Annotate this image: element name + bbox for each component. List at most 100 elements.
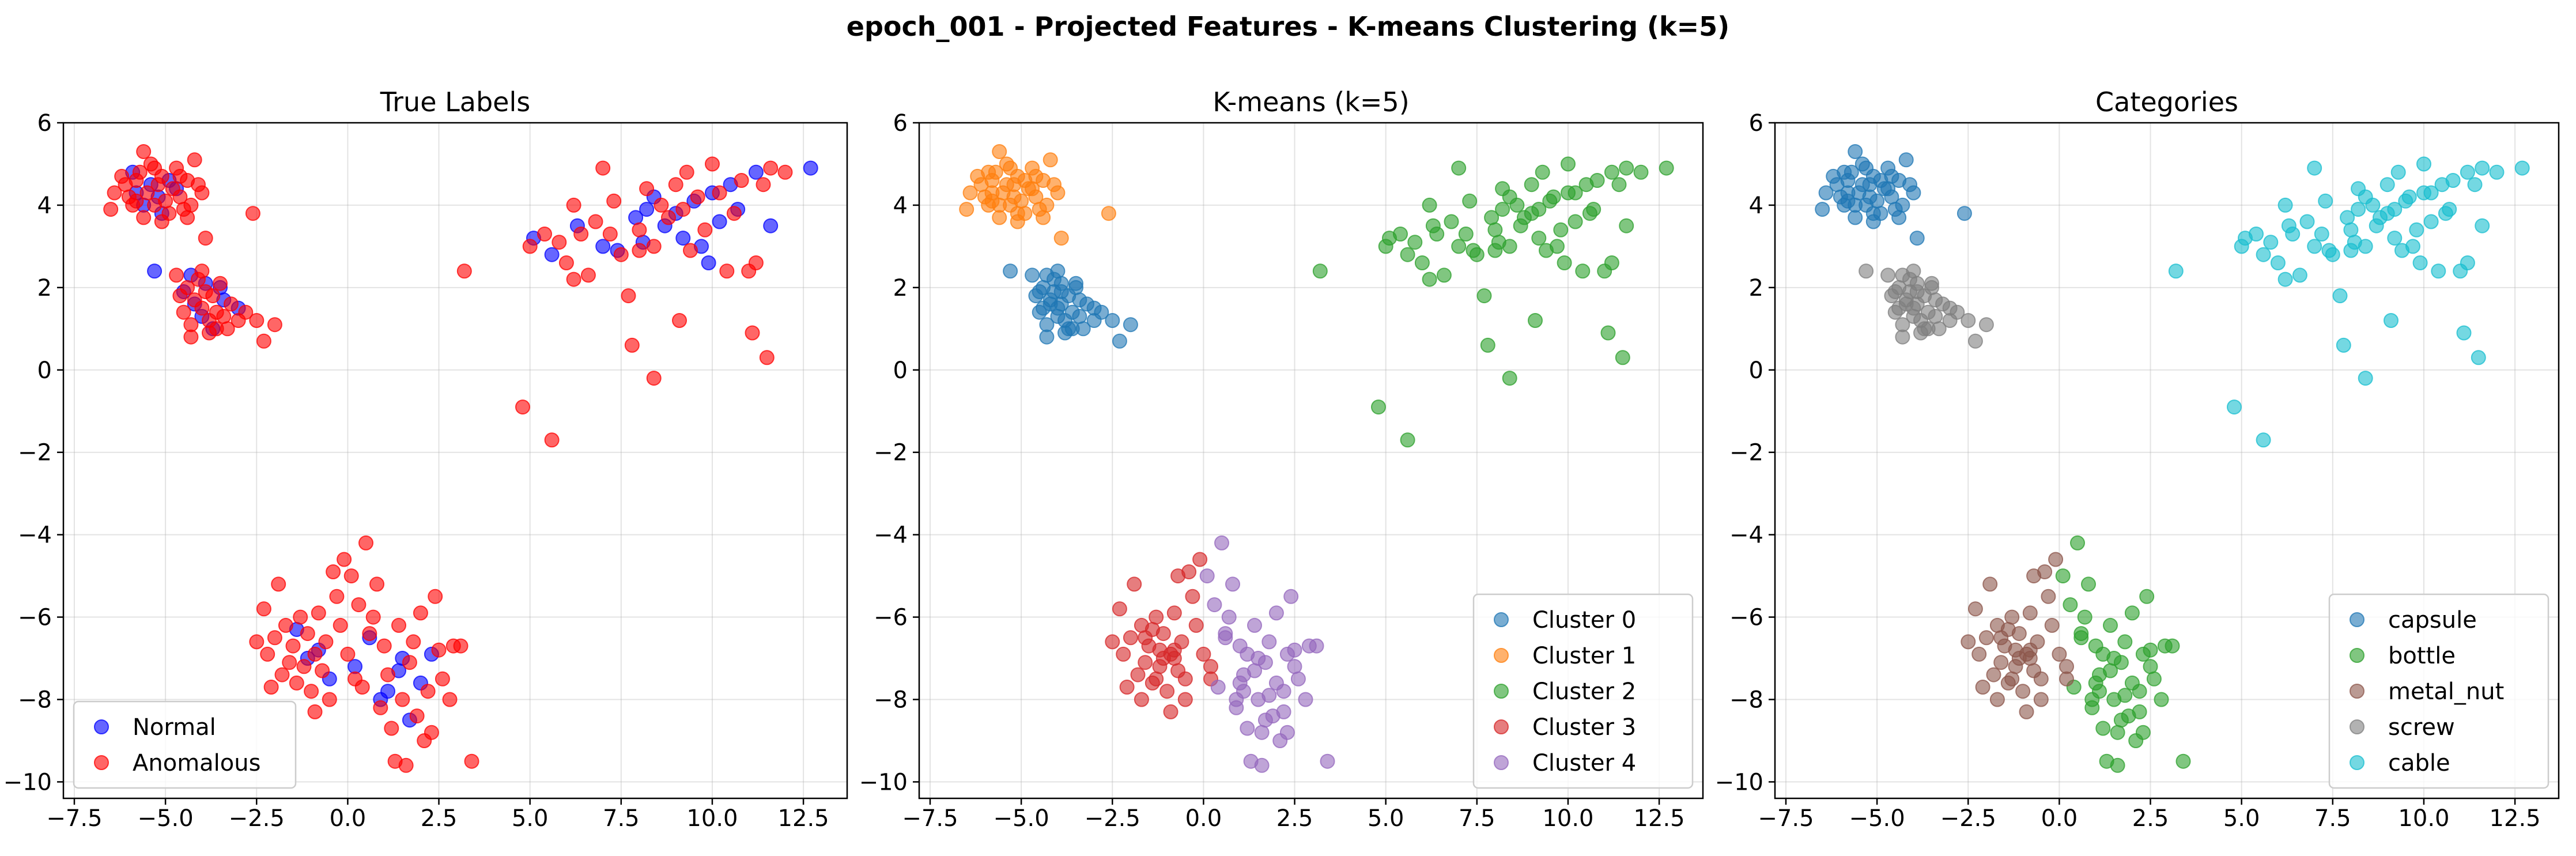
data-point: [1604, 164, 1619, 180]
data-point: [1196, 646, 1211, 662]
data-point: [2165, 638, 2180, 654]
data-point: [158, 193, 173, 209]
data-point: [962, 185, 978, 201]
data-point: [2471, 350, 2486, 365]
data-point: [2030, 634, 2045, 650]
data-point: [2460, 255, 2475, 270]
data-point: [2117, 634, 2133, 650]
data-point: [2423, 185, 2439, 201]
data-point: [118, 177, 133, 193]
data-point: [675, 202, 691, 217]
legend-box: [2328, 593, 2549, 789]
x-tick-label: −7.5: [902, 805, 958, 832]
data-point: [1210, 680, 1226, 695]
data-point: [326, 564, 341, 579]
data-point: [1036, 300, 1051, 316]
data-point: [2044, 617, 2060, 633]
data-point: [2073, 630, 2089, 646]
legend-label-bottle: bottle: [2388, 643, 2456, 669]
data-point: [1254, 757, 1270, 773]
subplots: −7.5 −5.0 −2.5 0.0 2.5 5.0 7.5 10.0 12.5 −10 −8 −6 −…: [3, 86, 2560, 832]
data-point: [1509, 197, 1525, 213]
subplot-title: True Labels: [380, 86, 530, 118]
data-point: [639, 202, 655, 217]
data-point: [1287, 659, 1302, 674]
data-point: [2055, 568, 2071, 584]
data-point: [194, 185, 210, 201]
y-tick-label: 4: [893, 193, 908, 219]
x-tick-label: 2.5: [1276, 805, 1313, 832]
data-point: [2514, 160, 2530, 176]
data-point: [2285, 227, 2301, 242]
series-bottle: [2055, 535, 2191, 773]
data-point: [1101, 206, 1116, 221]
data-point: [169, 267, 184, 283]
data-point: [1575, 263, 1591, 279]
data-point: [1487, 222, 1503, 237]
data-point: [1163, 704, 1179, 719]
data-point: [1546, 189, 1561, 205]
data-point: [544, 432, 560, 448]
data-point: [2325, 247, 2340, 262]
data-point: [992, 144, 1007, 159]
data-point: [337, 552, 352, 567]
series-cluster-0: [1003, 263, 1138, 349]
data-point: [2124, 605, 2140, 621]
data-point: [1257, 655, 1273, 670]
legend-label-capsule: capsule: [2388, 607, 2477, 633]
data-point: [2318, 193, 2333, 209]
legend-label-cluster-1: Cluster 1: [1532, 643, 1636, 669]
data-point: [2299, 214, 2315, 229]
data-point: [2358, 371, 2373, 386]
x-tick-label: 5.0: [512, 805, 549, 832]
data-point: [172, 168, 188, 184]
data-point: [1909, 231, 1925, 246]
data-point: [2033, 692, 2049, 707]
data-point: [187, 152, 202, 168]
data-point: [1920, 321, 1936, 337]
data-point: [1166, 605, 1182, 621]
legend-marker-cluster-1: [1494, 648, 1509, 663]
axes-frame: [918, 122, 1704, 800]
data-point: [1469, 247, 1485, 262]
series-capsule: [1815, 144, 1972, 246]
data-point: [1309, 638, 1324, 654]
x-tick-label: −5.0: [138, 805, 194, 832]
data-point: [256, 601, 271, 617]
data-point: [2256, 432, 2271, 448]
data-point: [1152, 642, 1168, 658]
data-point: [1105, 313, 1120, 328]
legend-marker-cluster-3: [1494, 719, 1509, 734]
data-point: [1105, 634, 1120, 650]
data-point: [380, 667, 395, 682]
data-point: [1844, 164, 1859, 180]
data-point: [1967, 601, 1983, 617]
data-point: [183, 329, 199, 345]
data-point: [1815, 202, 1830, 217]
data-point: [1978, 317, 1994, 333]
data-point: [2467, 177, 2483, 193]
data-point: [2132, 704, 2147, 719]
data-point: [1261, 688, 1277, 703]
data-point: [668, 177, 683, 193]
data-point: [1047, 284, 1062, 299]
data-point: [351, 597, 367, 613]
data-point: [1898, 152, 1914, 168]
data-point: [544, 247, 560, 262]
data-point: [216, 308, 232, 324]
data-point: [2409, 222, 2424, 237]
data-point: [552, 235, 567, 250]
data-point: [606, 193, 622, 209]
data-point: [1476, 288, 1492, 304]
series-cluster-3: [1105, 552, 1218, 719]
data-point: [267, 317, 282, 333]
data-point: [293, 609, 308, 625]
legend-marker-bottle: [2350, 648, 2365, 663]
data-point: [1633, 164, 1649, 180]
data-point: [2263, 235, 2279, 250]
data-point: [183, 197, 199, 213]
data-point: [2412, 255, 2428, 270]
data-point: [147, 160, 163, 176]
data-point: [1138, 655, 1153, 670]
